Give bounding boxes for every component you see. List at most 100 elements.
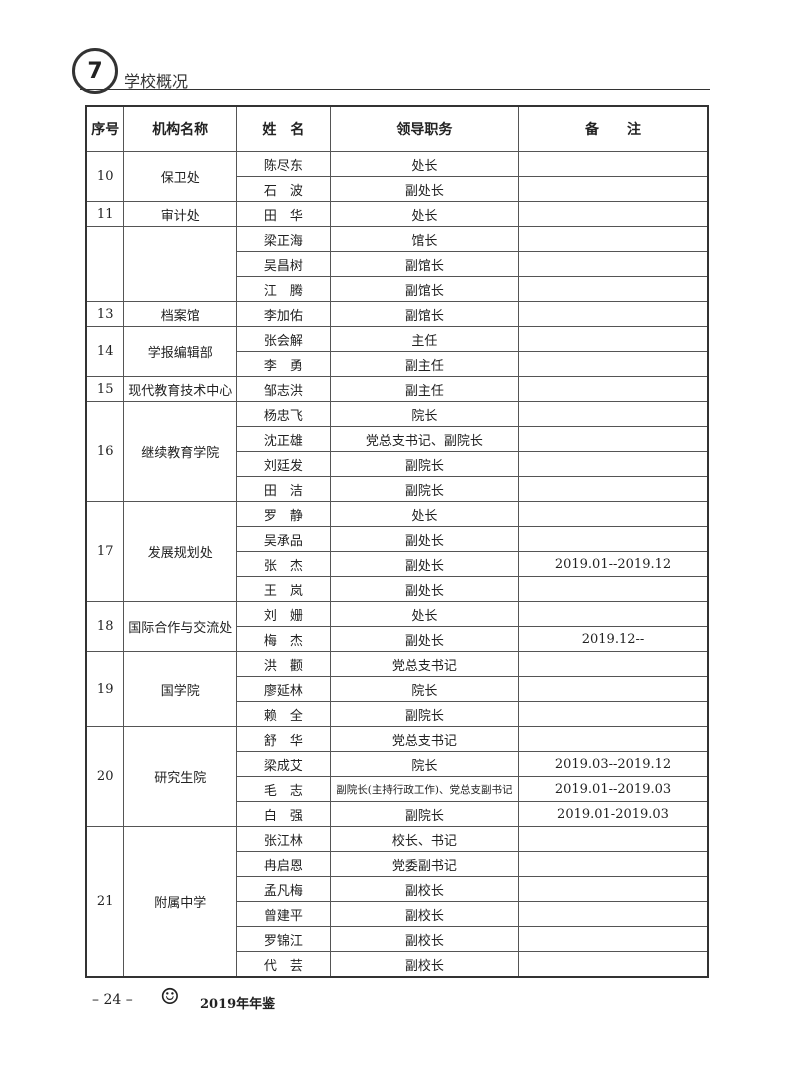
remark (518, 876, 709, 902)
position: 院长 (329, 401, 520, 427)
remark (518, 526, 709, 552)
mascot-icon: ☺ (160, 985, 180, 1010)
org-name: 国学院 (123, 651, 237, 727)
position: 副处长 (329, 551, 520, 577)
position: 院长 (329, 676, 520, 702)
org-name: 保卫处 (123, 151, 237, 202)
person-name: 赖 全 (235, 701, 331, 727)
org-name: 现代教育技术中心 (123, 376, 237, 402)
col-header: 领导职务 (329, 105, 520, 152)
row-number: 19 (85, 651, 125, 727)
remark (518, 901, 709, 927)
row-number: 20 (85, 726, 125, 827)
table-row: 罗锦江 副校长 (86, 926, 709, 952)
section-title: 学校概况 (124, 72, 189, 91)
position: 副主任 (329, 351, 520, 377)
remark (518, 226, 709, 252)
col-header: 序号 (85, 105, 125, 152)
position: 副馆长 (329, 301, 520, 327)
table-row: 刘廷发 副院长 (86, 451, 709, 477)
row-number: 21 (85, 826, 125, 978)
person-name: 白 强 (235, 801, 331, 827)
person-name: 梁正海 (235, 226, 331, 252)
org-name: 继续教育学院 (123, 401, 237, 502)
position: 副处长 (329, 626, 520, 652)
table-header-row: 序号 机构名称 姓 名 领导职务 备 注 (85, 105, 709, 152)
person-name: 罗 静 (235, 501, 331, 527)
org-name: 学报编辑部 (123, 326, 237, 377)
row-number: 13 (85, 301, 125, 327)
row-number: 18 (85, 601, 125, 652)
position: 处长 (329, 601, 520, 627)
remark (518, 301, 709, 327)
person-name: 代 芸 (235, 951, 331, 978)
remark (518, 451, 709, 477)
remark (518, 701, 709, 727)
position: 副处长 (329, 176, 520, 202)
remark (518, 251, 709, 277)
org-name: 档案馆 (123, 301, 237, 327)
position: 校长、书记 (329, 826, 520, 852)
table-row: 17 发展规划处罗 静处长 (85, 501, 709, 602)
leadership-table: 序号 机构名称 姓 名 领导职务 备 注 10 保卫处 陈尽东 处长石 波副处长 11 审… (85, 105, 709, 978)
remark: 2019.01-2019.03 (518, 801, 709, 827)
person-name: 舒 华 (235, 726, 331, 752)
position: 副院长 (329, 801, 520, 827)
remark (518, 851, 709, 877)
table-row: 李 勇副主任 (86, 351, 709, 377)
position: 副院长(主持行政工作)、党总支副书记 (329, 776, 520, 802)
table-row: 18 国际合作与交流处刘 姗处长 (85, 601, 709, 652)
row-number: 16 (85, 401, 125, 502)
table-row: 梅 杰副处长 2019.12-- (86, 626, 709, 652)
yearbook-title: 2019年年鉴 (200, 997, 276, 1012)
person-name: 石 波 (235, 176, 331, 202)
table-row: 梁成艾 院长 2019.03--2019.12 (86, 751, 709, 777)
remark (518, 576, 709, 602)
person-name: 李加佑 (235, 301, 331, 327)
table-row: 代 芸副校长 (86, 951, 709, 978)
col-header: 备 注 (518, 105, 709, 152)
person-name: 孟凡梅 (235, 876, 331, 902)
remark (518, 426, 709, 452)
position: 副校长 (329, 901, 520, 927)
table-row: 白 强副院长 2019.01-2019.03 (86, 801, 709, 827)
org-name: 附属中学 (123, 826, 237, 978)
person-name: 刘 姗 (235, 601, 331, 627)
remark (518, 351, 709, 377)
position: 副主任 (329, 376, 520, 402)
remark (518, 676, 709, 702)
table-row: 孟凡梅 副校长 (86, 876, 709, 902)
person-name: 杨忠飞 (235, 401, 331, 427)
person-name: 罗锦江 (235, 926, 331, 952)
person-name: 王 岚 (235, 576, 331, 602)
remark (518, 651, 709, 677)
table-row: 赖 全副院长 (86, 701, 709, 727)
person-name: 陈尽东 (235, 151, 331, 177)
remark (518, 376, 709, 402)
person-name: 张会解 (235, 326, 331, 352)
remark (518, 476, 709, 502)
person-name: 冉启恩 (235, 851, 331, 877)
position: 处长 (329, 151, 520, 177)
table-row: 沈正雄 党总支书记、副院长 (86, 426, 709, 452)
table-row: 19 国学院洪 颧党总支书记 (85, 651, 709, 727)
position: 副院长 (329, 701, 520, 727)
position: 院长 (329, 751, 520, 777)
person-name: 张江林 (235, 826, 331, 852)
position: 副院长 (329, 476, 520, 502)
remark: 2019.01--2019.03 (518, 776, 709, 802)
position: 处长 (329, 501, 520, 527)
table-row: 15 现代教育技术中心 邹志洪 副主任 (85, 376, 709, 402)
position: 副处长 (329, 526, 520, 552)
person-name: 梁成艾 (235, 751, 331, 777)
position: 处长 (329, 201, 520, 227)
person-name: 李 勇 (235, 351, 331, 377)
person-name: 刘廷发 (235, 451, 331, 477)
person-name: 毛 志 (235, 776, 331, 802)
position: 党总支书记 (329, 726, 520, 752)
table-row: 20 研究生院舒 华党总支书记 (85, 726, 709, 827)
row-number (85, 226, 125, 302)
position: 主任 (329, 326, 520, 352)
remark (518, 326, 709, 352)
table-row: 吴承品 副处长 (86, 526, 709, 552)
